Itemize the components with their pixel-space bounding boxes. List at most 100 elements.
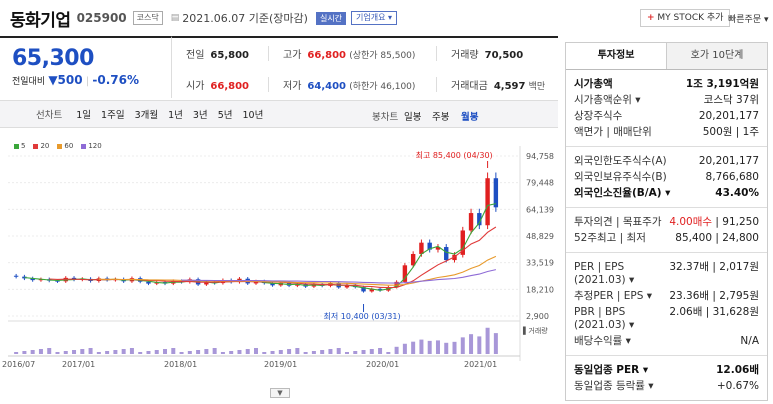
- candle-chart-label[interactable]: 봉차트: [372, 112, 399, 123]
- candle-weekly[interactable]: 주봉: [432, 112, 450, 123]
- stock-code: 025900: [76, 11, 127, 25]
- investment-info-panel: 투자정보 호가 10단계 시가총액 1조 3,191억원 시가총액순위 ▾ 코스닥 …: [565, 42, 768, 401]
- per-section: PER | EPS 32.37배 | 2,017원 (2021.03) ▾ 추정P…: [566, 253, 767, 356]
- volume-bar: [419, 339, 424, 354]
- industry-per-row[interactable]: 동일업종 PER ▾ 12.06배: [574, 364, 759, 376]
- period-3m[interactable]: 3개월: [134, 110, 159, 121]
- company-summary-button[interactable]: 기업개요 ▾: [351, 11, 398, 25]
- volume-bar: [262, 352, 267, 354]
- candle-body: [295, 284, 300, 286]
- foreign-limit-row: 외국인한도주식수(A) 20,201,177: [574, 155, 759, 167]
- chart-canvas: 94,758 79,448 64,139 48,829 33,519 18,210 2,90…: [2, 146, 554, 369]
- volume-bar: [72, 350, 77, 354]
- legend-ma5: 5: [14, 142, 25, 150]
- period-3y[interactable]: 3년: [192, 110, 208, 121]
- volume-bar: [369, 349, 374, 354]
- ma-line-60: [98, 255, 497, 286]
- volume-bar: [361, 350, 366, 354]
- ma-line-120: [181, 269, 497, 284]
- period-5y[interactable]: 5년: [217, 110, 233, 121]
- x-tick-label: 2021/01: [464, 360, 497, 369]
- period-10y[interactable]: 10년: [242, 110, 264, 121]
- quote-row-2: 시가 66,800 저가 64,400 (하한가 46,100) 거래대금 4,597…: [172, 69, 558, 100]
- legend-ma20: 20: [33, 142, 49, 150]
- volume-bar: [14, 352, 19, 354]
- candle-body: [377, 288, 383, 291]
- volume-bar: [427, 340, 432, 354]
- volume-bar: [435, 340, 440, 354]
- candle-body: [410, 253, 416, 266]
- volume-bar: [237, 350, 242, 354]
- open-price: 시가 66,800: [186, 81, 249, 92]
- ma-line-5: [24, 203, 497, 291]
- candle-body: [146, 281, 151, 284]
- volume-bar: [353, 351, 358, 354]
- volume-bar: [212, 348, 217, 354]
- y-tick-label: 18,210: [526, 285, 554, 294]
- period-1d[interactable]: 1일: [76, 110, 92, 121]
- change-amount: 500: [57, 73, 83, 87]
- candle-body: [361, 287, 366, 292]
- est-per-row[interactable]: 추정PER | EPS ▾ 23.36배 | 2,795원: [574, 290, 759, 302]
- foreign-holding-row: 외국인보유주식수(B) 8,766,680: [574, 171, 759, 183]
- company-name[interactable]: 동화기업: [10, 10, 71, 31]
- candle-body: [485, 178, 490, 226]
- per-eps-row[interactable]: PER | EPS 32.37배 | 2,017원: [574, 261, 759, 273]
- volume-bar: [295, 348, 300, 354]
- period-1y[interactable]: 1년: [168, 110, 183, 121]
- industry-change-row[interactable]: 동일업종 등락률 ▾ +0.67%: [574, 380, 759, 392]
- volume-bar: [344, 352, 349, 354]
- calendar-icon: ▤: [170, 13, 180, 23]
- price-chart[interactable]: 5 20 60 120 94,758 79,448 64,139 48,829 33,5…: [0, 136, 558, 401]
- market-cap-rank-row[interactable]: 시가총액순위 ▾ 코스닥 37위: [574, 94, 759, 106]
- market-cap-row: 시가총액 1조 3,191억원: [574, 78, 759, 90]
- x-tick-label: 2016/07: [2, 360, 35, 369]
- volume-bar: [245, 349, 250, 354]
- foreign-exhaust-row[interactable]: 외국인소진율(B/A) ▾ 43.40%: [574, 187, 759, 199]
- candle-body: [477, 213, 482, 226]
- dividend-row[interactable]: 배당수익률 ▾ N/A: [574, 335, 759, 347]
- quick-order-button[interactable]: 빠른주문 ▾: [728, 15, 769, 25]
- tab-order-book[interactable]: 호가 10단계: [667, 43, 767, 69]
- quote-table: 전일 65,800 고가 66,800 (상한가 85,500) 거래량 70,500…: [172, 36, 558, 98]
- volume-bar: [38, 349, 43, 354]
- volume-bar: [196, 350, 201, 354]
- ma-legend: 5 20 60 120: [14, 142, 102, 150]
- volume: 거래량 70,500: [436, 46, 523, 61]
- volume-bar: [55, 352, 60, 354]
- week52-row: 52주최고 | 최저 85,400 | 24,800: [574, 232, 759, 244]
- y-tick-label: 64,139: [526, 205, 554, 214]
- candle-daily[interactable]: 일봉: [404, 112, 422, 123]
- chart-period-bar: 선차트 1일 1주일 3개월 1년 3년 5년 10년 봉차트 일봉 주봉 월봉: [0, 100, 558, 128]
- tab-invest-info[interactable]: 투자정보: [566, 43, 667, 69]
- volume-bar: [88, 348, 93, 354]
- per-eps-date: (2021.03) ▾: [574, 274, 635, 286]
- realtime-button[interactable]: 실시간: [315, 11, 347, 25]
- pbr-bps-row[interactable]: PBR | BPS 2.06배 | 31,628원: [574, 306, 759, 318]
- candle-body: [435, 247, 441, 250]
- legend-ma120: 120: [81, 142, 102, 150]
- volume-bar: [63, 351, 68, 354]
- pbr-bps-date: (2021.03) ▾: [574, 319, 635, 331]
- candle-body: [460, 230, 465, 255]
- chart-scroll-down-icon[interactable]: ▼: [270, 388, 290, 398]
- add-mystock-button[interactable]: + MY STOCK 추가: [640, 9, 731, 27]
- quote-date: 2021.06.07 기준(장마감): [182, 12, 308, 25]
- trade-amount: 거래대금 4,597 백만: [436, 77, 545, 92]
- volume-bar: [411, 341, 416, 354]
- volume-bar: [22, 351, 27, 354]
- shares-row: 상장주식수 20,201,177: [574, 110, 759, 122]
- volume-bar: [30, 350, 35, 354]
- period-1w[interactable]: 1주일: [101, 110, 125, 121]
- candle-monthly[interactable]: 월봉: [461, 112, 479, 123]
- volume-bar: [311, 351, 316, 354]
- candle-body: [444, 247, 449, 261]
- current-price: 65,300: [12, 46, 94, 71]
- foreign-section: 외국인한도주식수(A) 20,201,177 외국인보유주식수(B) 8,766,6…: [566, 147, 767, 208]
- line-chart-label[interactable]: 선차트: [36, 110, 63, 121]
- high-price: 고가 66,800 (상한가 85,500): [268, 46, 436, 61]
- target-price-row: 투자의견 | 목표주가 4.00매수 | 91,250: [574, 216, 759, 228]
- volume-bar: [452, 341, 457, 354]
- candle-body: [493, 178, 499, 208]
- par-value-row: 액면가 | 매매단위 500원 | 1주: [574, 126, 759, 138]
